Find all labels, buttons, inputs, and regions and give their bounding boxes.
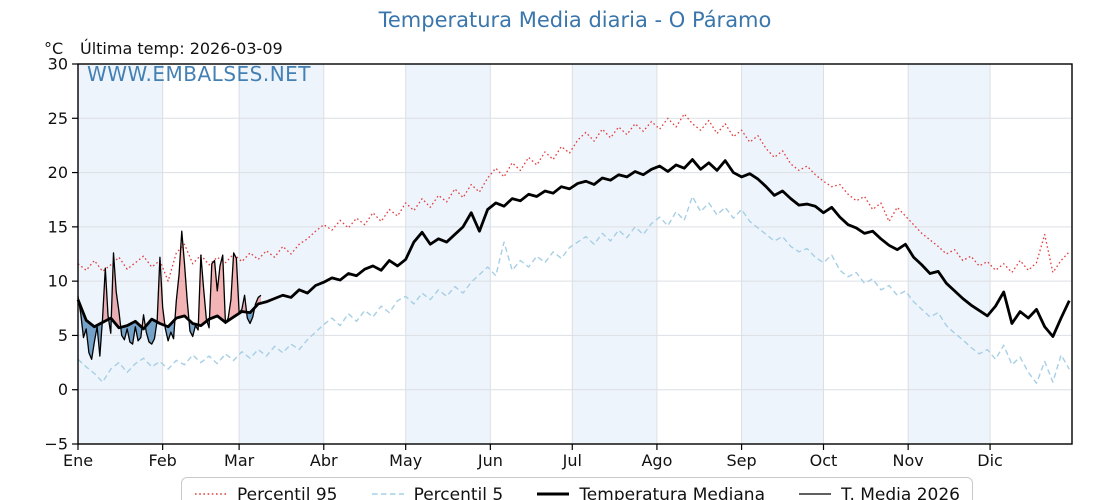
y-tick-label: 10 <box>48 272 68 291</box>
fill-above-median <box>226 252 247 322</box>
fill-below-median <box>78 301 103 360</box>
legend-label-percentil-5: Percentil 5 <box>413 485 504 500</box>
month-band <box>741 64 824 444</box>
fill-above-median <box>102 268 109 323</box>
legend-label-t-media-2026: T. Media 2026 <box>841 485 960 500</box>
month-band <box>78 64 163 444</box>
x-tick-label: Ene <box>63 451 93 470</box>
chart-title: Temperatura Media diaria - O Páramo <box>378 8 772 32</box>
plot-frame <box>77 63 1073 445</box>
y-tick-label: 15 <box>48 217 68 236</box>
y-tick-label: 5 <box>58 326 68 345</box>
red-dotted-line-icon <box>195 493 227 495</box>
legend-label-temperatura-mediana: Temperatura Mediana <box>579 485 765 500</box>
lightblue-dashed-line-icon <box>371 493 404 495</box>
fill-above-median <box>156 257 165 326</box>
x-tick-label: Abr <box>310 451 338 470</box>
x-tick-label: Ago <box>641 451 672 470</box>
y-tick-label: 30 <box>48 55 68 74</box>
legend-item-t-media-2026: T. Media 2026 <box>798 483 960 500</box>
median-line <box>76 158 1071 338</box>
x-tick-label: Sep <box>726 451 756 470</box>
legend-label-percentil-95: Percentil 95 <box>237 485 338 500</box>
last-temp-annotation: Última temp: 2026-03-09 <box>80 39 283 58</box>
x-tick-label: Dic <box>977 451 1003 470</box>
x-tick-label: Feb <box>148 451 176 470</box>
t2026-line <box>77 230 262 360</box>
black-thin-line-icon <box>799 493 832 495</box>
y-tick-label: 0 <box>58 380 68 399</box>
p5-line <box>77 195 1070 384</box>
p95-line <box>77 113 1070 282</box>
y-axis-unit-label: °C <box>44 39 64 58</box>
y-tick-label: 25 <box>48 109 68 128</box>
month-band <box>572 64 657 444</box>
x-tick-label: Jun <box>477 451 503 470</box>
y-tick-label: 20 <box>48 163 68 182</box>
x-tick-label: May <box>389 451 422 470</box>
black-thick-line-icon <box>537 492 570 496</box>
month-band <box>405 64 491 444</box>
x-tick-label: Oct <box>810 451 838 470</box>
legend: Percentil 95 Percentil 5 Temperatura Med… <box>181 477 973 500</box>
month-band <box>239 64 324 444</box>
fill-above-median <box>174 231 189 321</box>
legend-item-percentil-95: Percentil 95 <box>194 483 337 500</box>
x-tick-label: Mar <box>224 451 255 470</box>
x-tick-label: Nov <box>893 451 924 470</box>
legend-item-temperatura-mediana: Temperatura Mediana <box>536 483 765 500</box>
legend-item-percentil-5: Percentil 5 <box>371 483 504 500</box>
y-tick-label: −5 <box>44 435 68 454</box>
fill-above-median <box>209 255 226 323</box>
watermark-text: WWW.EMBALSES.NET <box>87 62 312 86</box>
x-tick-label: Jul <box>562 451 582 470</box>
month-band <box>908 64 991 444</box>
